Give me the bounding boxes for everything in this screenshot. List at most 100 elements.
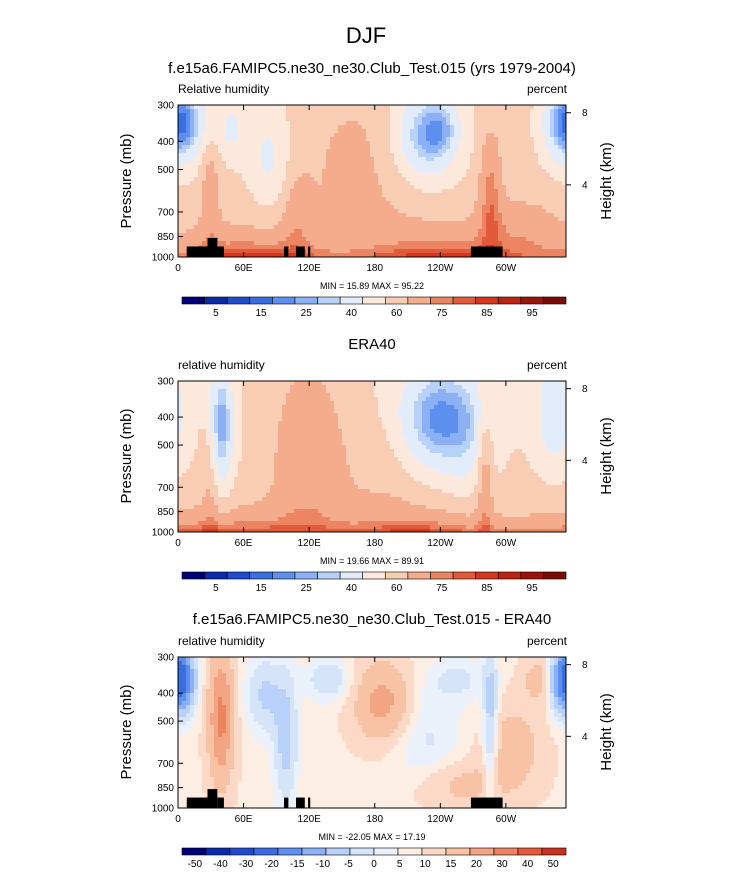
field-cell xyxy=(202,417,206,421)
field-cell xyxy=(486,137,490,141)
field-cell xyxy=(242,129,246,133)
field-cell xyxy=(358,397,362,401)
field-cell xyxy=(238,209,242,213)
field-cell xyxy=(550,409,554,413)
field-cell xyxy=(554,149,558,153)
field-cell xyxy=(550,417,554,421)
field-cell xyxy=(538,225,542,229)
field-cell xyxy=(526,169,530,173)
field-cell xyxy=(450,409,454,413)
field-cell xyxy=(366,413,370,417)
field-cell xyxy=(382,397,386,401)
field-cell xyxy=(414,165,418,169)
field-cell xyxy=(358,429,362,433)
field-cell xyxy=(510,185,514,189)
field-cell xyxy=(250,237,254,241)
field-cell xyxy=(502,201,506,205)
field-cell xyxy=(510,113,514,117)
field-cell xyxy=(490,185,494,189)
field-cell xyxy=(330,157,334,161)
field-cell xyxy=(258,137,262,141)
field-cell xyxy=(318,229,322,233)
field-cell xyxy=(218,381,222,385)
field-cell xyxy=(422,117,426,121)
field-cell xyxy=(538,193,542,197)
field-cell xyxy=(410,173,414,177)
field-cell xyxy=(350,157,354,161)
field-cell xyxy=(262,165,266,169)
field-cell xyxy=(302,237,306,241)
field-cell xyxy=(274,133,278,137)
field-cell xyxy=(522,421,526,425)
field-cell xyxy=(486,153,490,157)
field-cell xyxy=(182,117,186,121)
field-cell xyxy=(282,209,286,213)
field-cell xyxy=(378,193,382,197)
field-cell xyxy=(354,157,358,161)
field-cell xyxy=(490,225,494,229)
field-cell xyxy=(230,241,234,245)
field-cell xyxy=(218,125,222,129)
field-cell xyxy=(506,405,510,409)
field-cell xyxy=(238,149,242,153)
field-cell xyxy=(406,133,410,137)
field-cell xyxy=(346,157,350,161)
field-cell xyxy=(210,421,214,425)
field-cell xyxy=(294,149,298,153)
field-cell xyxy=(518,113,522,117)
field-cell xyxy=(402,213,406,217)
field-cell xyxy=(514,193,518,197)
field-cell xyxy=(422,401,426,405)
field-cell xyxy=(298,141,302,145)
field-cell xyxy=(314,401,318,405)
field-cell xyxy=(318,189,322,193)
field-cell xyxy=(330,129,334,133)
field-cell xyxy=(486,237,490,241)
field-cell xyxy=(442,201,446,205)
field-cell xyxy=(218,397,222,401)
field-cell xyxy=(490,381,494,385)
field-cell xyxy=(246,205,250,209)
field-cell xyxy=(342,213,346,217)
field-cell xyxy=(406,157,410,161)
field-cell xyxy=(386,229,390,233)
field-cell xyxy=(482,229,486,233)
field-cell xyxy=(342,185,346,189)
field-cell xyxy=(350,113,354,117)
field-cell xyxy=(258,229,262,233)
field-cell xyxy=(374,225,378,229)
field-cell xyxy=(550,161,554,165)
field-cell xyxy=(458,241,462,245)
topography-mask xyxy=(296,246,305,257)
field-cell xyxy=(278,225,282,229)
field-cell xyxy=(550,185,554,189)
field-cell xyxy=(462,201,466,205)
field-cell xyxy=(406,385,410,389)
field-cell xyxy=(202,213,206,217)
field-cell xyxy=(514,405,518,409)
field-cell xyxy=(218,217,222,221)
field-cell xyxy=(510,401,514,405)
field-cell xyxy=(358,201,362,205)
field-cell xyxy=(214,413,218,417)
field-cell xyxy=(262,409,266,413)
field-cell xyxy=(470,225,474,229)
field-cell xyxy=(298,197,302,201)
field-cell xyxy=(334,137,338,141)
field-cell xyxy=(502,193,506,197)
field-cell xyxy=(482,217,486,221)
field-cell xyxy=(358,209,362,213)
field-cell xyxy=(438,121,442,125)
field-cell xyxy=(426,205,430,209)
field-cell xyxy=(250,201,254,205)
field-cell xyxy=(446,121,450,125)
field-cell xyxy=(514,177,518,181)
field-cell xyxy=(558,245,562,249)
field-cell xyxy=(490,229,494,233)
field-cell xyxy=(290,193,294,197)
field-cell xyxy=(554,209,558,213)
field-cell xyxy=(198,129,202,133)
field-cell xyxy=(338,217,342,221)
field-cell xyxy=(254,401,258,405)
field-cell xyxy=(426,129,430,133)
